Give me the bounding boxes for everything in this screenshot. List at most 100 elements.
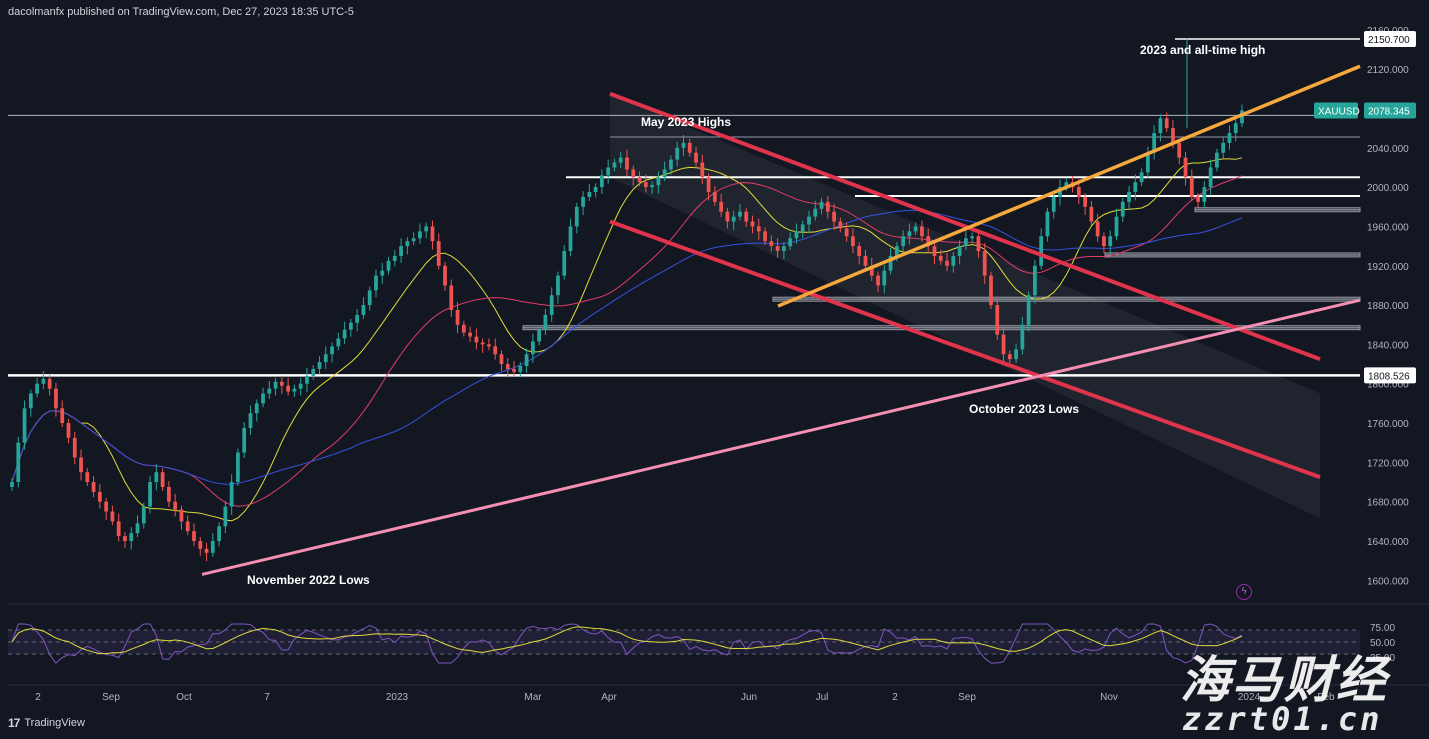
- candle-body: [524, 354, 529, 367]
- price-tick-label: 2000.000: [1367, 183, 1409, 194]
- candle-body: [179, 509, 184, 522]
- candle-body: [10, 482, 14, 487]
- price-tick-label: 1800.000: [1367, 380, 1409, 391]
- price-tick-label: 2120.000: [1367, 65, 1409, 76]
- candle-body: [1202, 187, 1207, 202]
- rsi-tick-label: 50.00: [1370, 638, 1395, 649]
- candle-body: [813, 208, 818, 217]
- time-tick-label: Sep: [958, 692, 976, 703]
- candle-body: [976, 236, 981, 252]
- candle-body: [323, 354, 328, 363]
- candle-body: [47, 378, 52, 389]
- candle-body: [537, 329, 542, 342]
- candle-body: [279, 381, 284, 386]
- candle-body: [292, 388, 297, 392]
- candle-body: [512, 368, 516, 372]
- candle-body: [530, 341, 535, 355]
- candle-body: [1089, 206, 1094, 222]
- level-zone: [772, 296, 1361, 302]
- candle-body: [562, 251, 567, 276]
- time-tick-label: Nov: [1100, 692, 1118, 703]
- support-price-tag-bg: [1364, 367, 1416, 384]
- level-zone: [1104, 252, 1361, 258]
- candle-body: [606, 167, 611, 176]
- candle-body: [625, 157, 629, 170]
- candle-body: [254, 403, 259, 414]
- candle-body: [41, 378, 46, 384]
- tradingview-logo-icon: 17: [8, 716, 20, 730]
- candle-body: [468, 332, 472, 337]
- candle-body: [399, 246, 403, 256]
- annotations: 2023 and all-time high May 2023 Highs Octo…: [247, 43, 1265, 587]
- candle-body: [1007, 354, 1012, 360]
- price-tick-label: 1920.000: [1367, 262, 1409, 273]
- candle-body: [198, 541, 203, 549]
- candle-body: [210, 541, 215, 553]
- candle-body: [687, 142, 692, 153]
- candle-body: [593, 187, 598, 193]
- candle-body: [1164, 118, 1169, 129]
- candle-body: [857, 246, 862, 256]
- time-tick-label: 2023: [386, 692, 409, 703]
- candle-body: [901, 236, 906, 247]
- candle-body: [957, 246, 962, 256]
- watermark-url: zzrt01.cn: [1182, 700, 1383, 738]
- candle-body: [91, 482, 96, 492]
- price-tick-label: 1640.000: [1367, 537, 1409, 548]
- candle-body: [1152, 133, 1157, 153]
- ma100-line: [11, 175, 1243, 507]
- candle-body: [499, 354, 504, 365]
- candle-body: [1076, 187, 1081, 197]
- candle-body: [1208, 167, 1213, 188]
- candle-body: [888, 255, 893, 271]
- candle-body: [656, 177, 661, 186]
- support-price-tag: 1808.526: [1368, 371, 1410, 382]
- time-tick-label: 2: [35, 692, 41, 703]
- time-tick-label: 2: [892, 692, 898, 703]
- candle-body: [788, 238, 793, 247]
- annotation-label: 2023 and all-time high: [1140, 43, 1265, 57]
- candle-body: [1039, 236, 1044, 266]
- ath-price-tag-bg: [1364, 30, 1416, 47]
- footer-brand[interactable]: 17 TradingView: [8, 716, 85, 730]
- candle-body: [763, 231, 767, 242]
- candle-body: [744, 211, 749, 222]
- candle-body: [876, 275, 880, 286]
- candle-body: [204, 548, 209, 553]
- candle-body: [97, 491, 102, 502]
- candle-body: [637, 177, 642, 183]
- candle-body: [543, 314, 548, 330]
- candle-body: [405, 241, 410, 247]
- time-tick-label: 2024: [1238, 692, 1261, 703]
- level-zone: [1194, 207, 1361, 213]
- candle-body: [104, 501, 109, 512]
- time-tick-label: Jun: [741, 692, 757, 703]
- annotation-label: May 2023 Highs: [641, 115, 731, 129]
- candle-body: [612, 162, 617, 168]
- candle-body: [1083, 196, 1087, 207]
- candle-body: [160, 472, 165, 487]
- candle-body: [424, 226, 429, 232]
- rsi-tick-label: 25.00: [1370, 653, 1395, 664]
- candle-body: [869, 265, 874, 276]
- time-tick-label: Oct: [176, 692, 192, 703]
- candle-body: [192, 531, 196, 542]
- candle-body: [336, 338, 341, 347]
- price-tick-label: 1680.000: [1367, 498, 1409, 509]
- candle-body: [518, 366, 523, 372]
- candle-body: [769, 241, 774, 247]
- candle-body: [286, 385, 291, 392]
- candle-body: [217, 526, 221, 542]
- candle-body: [443, 265, 447, 286]
- candle-body: [505, 364, 510, 369]
- annotation-label: October 2023 Lows: [969, 402, 1079, 416]
- candle-body: [618, 157, 623, 163]
- candle-body: [894, 246, 899, 256]
- candle-body: [587, 192, 592, 197]
- candle-body: [800, 224, 805, 232]
- candle-body: [1196, 196, 1200, 202]
- price-tick-label: 1600.000: [1367, 576, 1409, 587]
- horizontal-levels: [8, 38, 1361, 377]
- lightning-icon[interactable]: ϟ: [1236, 584, 1252, 600]
